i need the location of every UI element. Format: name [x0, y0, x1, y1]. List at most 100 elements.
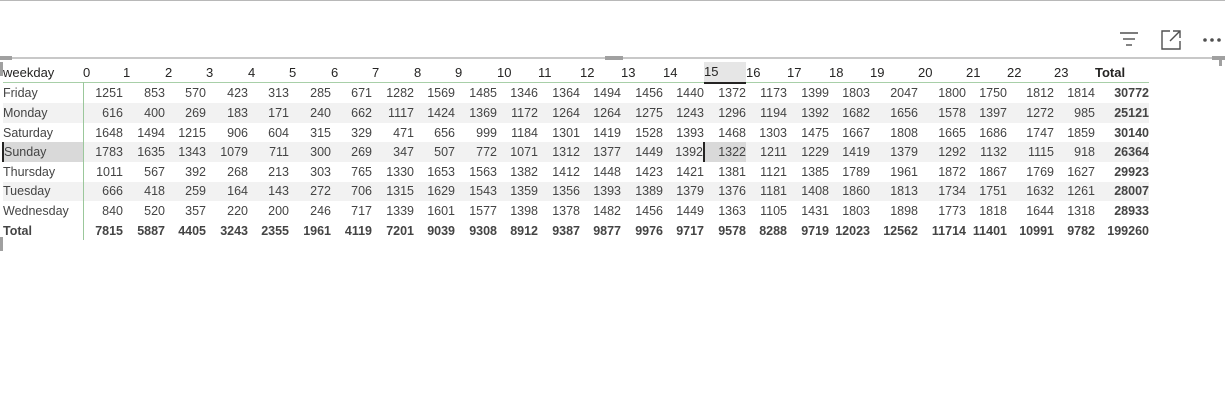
matrix-cell[interactable]: 1456	[621, 82, 663, 104]
row-header-title[interactable]: weekday	[3, 64, 55, 80]
resize-handle-left[interactable]	[0, 56, 12, 60]
matrix-cell[interactable]: 1382	[510, 164, 538, 179]
matrix-cell[interactable]: 1485	[455, 82, 497, 104]
matrix-cell[interactable]: 706	[331, 181, 372, 202]
column-total-cell[interactable]: 9039	[427, 223, 455, 238]
matrix-cell[interactable]: 1961	[890, 164, 918, 179]
matrix-cell[interactable]: 1301	[552, 125, 580, 140]
column-header-hour[interactable]: 23	[1054, 64, 1069, 80]
matrix-cell[interactable]: 1563	[469, 164, 497, 179]
matrix-cell[interactable]: 1494	[137, 125, 165, 140]
matrix-cell[interactable]: 999	[476, 125, 497, 140]
matrix-cell[interactable]: 220	[227, 203, 248, 218]
matrix-cell[interactable]: 1789	[842, 164, 870, 179]
matrix-cell[interactable]: 1115	[1007, 142, 1054, 162]
matrix-cell[interactable]: 717	[351, 203, 372, 218]
column-total-cell[interactable]: 11714	[931, 223, 966, 238]
matrix-cell[interactable]: 423	[206, 82, 248, 104]
row-header-weekday[interactable]: Saturday	[3, 122, 84, 143]
matrix-cell[interactable]: 1494	[580, 82, 621, 104]
matrix-cell[interactable]: 1071	[497, 142, 538, 162]
matrix-cell[interactable]: 1272	[1007, 103, 1054, 123]
row-header-weekday[interactable]: Wednesday	[3, 201, 84, 221]
matrix-cell[interactable]: 1392	[663, 142, 704, 162]
matrix-cell[interactable]: 1867	[979, 164, 1007, 179]
matrix-cell[interactable]: 1379	[663, 181, 704, 202]
matrix-cell[interactable]: 1243	[663, 103, 704, 123]
matrix-cell[interactable]: 300	[289, 142, 331, 162]
matrix-cell[interactable]: 1264	[580, 103, 621, 123]
matrix-cell[interactable]: 1312	[538, 142, 580, 162]
filter-icon[interactable]	[1116, 28, 1142, 52]
matrix-cell[interactable]: 269	[331, 142, 372, 162]
matrix-cell[interactable]: 1629	[414, 181, 455, 202]
column-header-hour[interactable]: 10	[497, 64, 512, 80]
matrix-cell[interactable]: 1813	[870, 181, 918, 202]
matrix-cell[interactable]: 1431	[801, 203, 829, 218]
matrix-cell[interactable]: 329	[351, 125, 372, 140]
column-total-cell[interactable]: 1961	[303, 223, 331, 238]
column-total-cell[interactable]: 11401	[972, 223, 1007, 238]
matrix-cell[interactable]: 1322	[703, 142, 746, 162]
focus-mode-icon[interactable]	[1158, 28, 1184, 52]
matrix-cell[interactable]: 1783	[83, 142, 123, 162]
matrix-cell[interactable]: 1578	[918, 103, 966, 123]
matrix-cell[interactable]: 313	[248, 82, 289, 104]
matrix-cell[interactable]: 1117	[372, 103, 414, 123]
matrix-cell[interactable]: 1448	[593, 164, 621, 179]
matrix-cell[interactable]: 1378	[552, 203, 580, 218]
resize-handle-side-right[interactable]	[1219, 56, 1222, 66]
row-total-cell[interactable]: 30140	[1114, 125, 1149, 140]
matrix-cell[interactable]: 1423	[635, 164, 663, 179]
matrix-cell[interactable]: 570	[165, 82, 206, 104]
matrix-cell[interactable]: 918	[1054, 142, 1095, 162]
column-total-cell[interactable]: 9578	[718, 223, 746, 238]
matrix-cell[interactable]: 1211	[746, 142, 787, 162]
matrix-cell[interactable]: 1872	[938, 164, 966, 179]
matrix-cell[interactable]: 1449	[621, 142, 663, 162]
column-total-cell[interactable]: 9387	[552, 223, 580, 238]
matrix-cell[interactable]: 1381	[718, 164, 746, 179]
matrix-cell[interactable]: 1577	[469, 203, 497, 218]
matrix-cell[interactable]: 272	[289, 181, 331, 202]
matrix-cell[interactable]: 269	[165, 103, 206, 123]
row-total-cell[interactable]: 26364	[1095, 142, 1149, 162]
matrix-cell[interactable]: 1419	[593, 125, 621, 140]
matrix-cell[interactable]: 2047	[870, 82, 918, 104]
row-header-weekday[interactable]: Tuesday	[3, 181, 84, 202]
matrix-cell[interactable]: 765	[351, 164, 372, 179]
column-header-hour[interactable]: 22	[1007, 64, 1022, 80]
column-total-cell[interactable]: 7815	[95, 223, 123, 238]
matrix-cell[interactable]: 604	[268, 125, 289, 140]
matrix-cell[interactable]: 985	[1054, 103, 1095, 123]
matrix-cell[interactable]: 1376	[704, 181, 746, 202]
matrix-cell[interactable]: 1475	[801, 125, 829, 140]
matrix-cell[interactable]: 1667	[842, 125, 870, 140]
row-total-cell[interactable]: 28933	[1114, 203, 1149, 218]
matrix-cell[interactable]: 1339	[386, 203, 414, 218]
matrix-cell[interactable]: 1282	[372, 82, 414, 104]
column-header-hour[interactable]: 2	[165, 64, 173, 80]
matrix-cell[interactable]: 259	[165, 181, 206, 202]
matrix-cell[interactable]: 246	[310, 203, 331, 218]
matrix-cell[interactable]: 1264	[538, 103, 580, 123]
matrix-cell[interactable]: 1397	[966, 103, 1007, 123]
matrix-cell[interactable]: 1412	[552, 164, 580, 179]
matrix-cell[interactable]: 1385	[801, 164, 829, 179]
matrix-cell[interactable]: 1292	[918, 142, 966, 162]
column-header-hour[interactable]: 18	[829, 64, 844, 80]
matrix-cell[interactable]: 1665	[938, 125, 966, 140]
matrix-cell[interactable]: 1343	[165, 142, 206, 162]
row-header-weekday[interactable]: Friday	[3, 82, 84, 104]
matrix-cell[interactable]: 1261	[1054, 181, 1095, 202]
matrix-cell[interactable]: 1172	[497, 103, 538, 123]
matrix-cell[interactable]: 1635	[123, 142, 165, 162]
matrix-cell[interactable]: 1011	[96, 164, 123, 179]
matrix-cell[interactable]: 1769	[1026, 164, 1054, 179]
matrix-cell[interactable]: 1751	[966, 181, 1007, 202]
matrix-cell[interactable]: 840	[102, 203, 123, 218]
column-header-hour[interactable]: 20	[918, 64, 933, 80]
matrix-cell[interactable]: 143	[248, 181, 289, 202]
matrix-cell[interactable]: 1184	[511, 125, 538, 140]
matrix-cell[interactable]: 1379	[870, 142, 918, 162]
